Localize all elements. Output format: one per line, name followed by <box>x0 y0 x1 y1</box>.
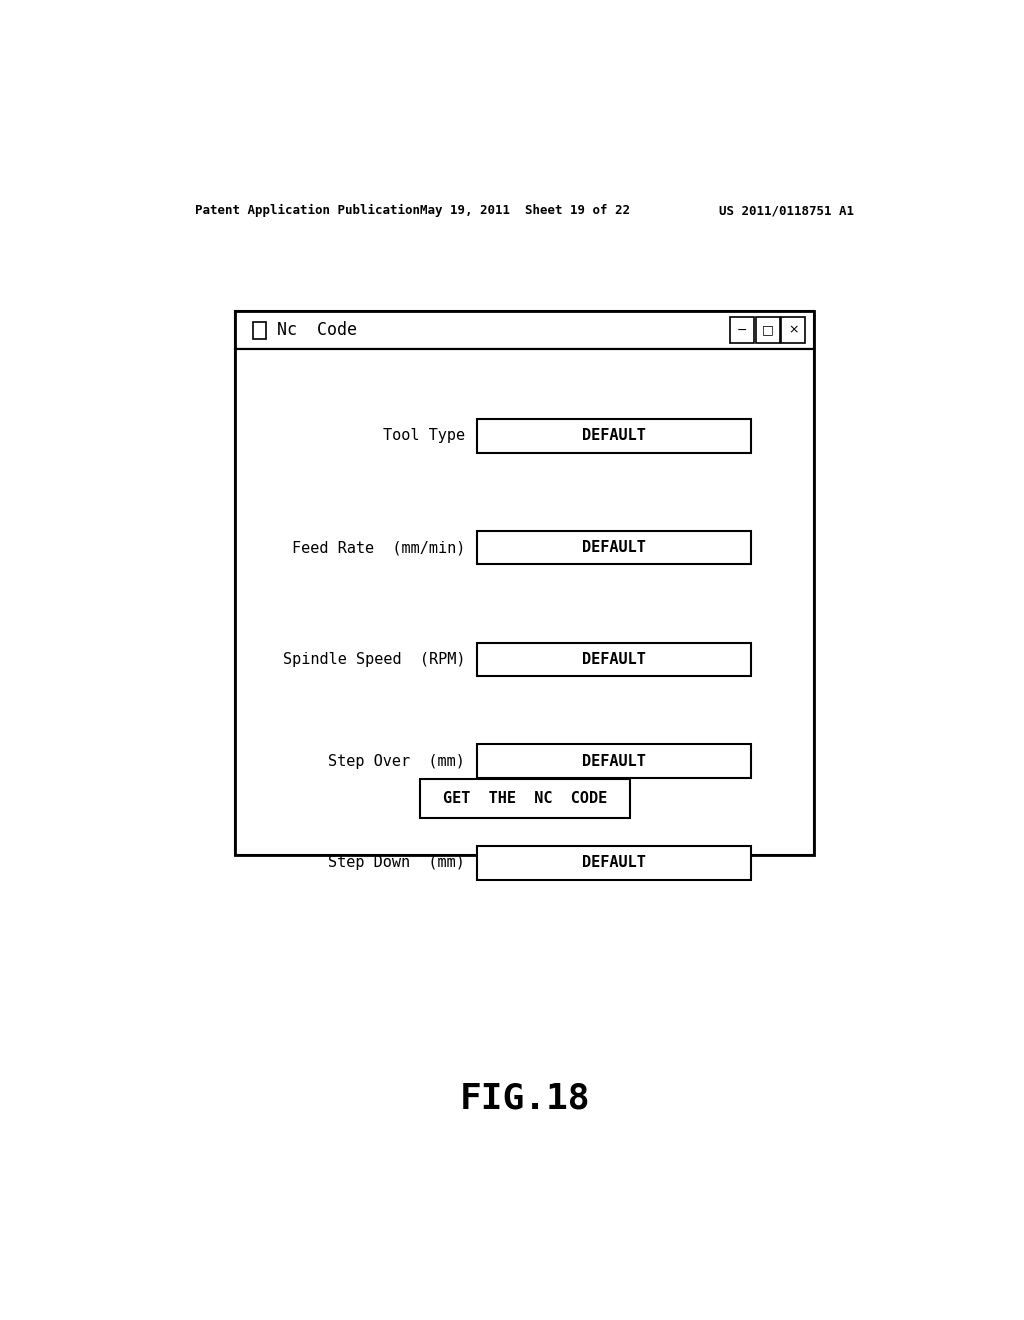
Text: −: − <box>737 323 748 337</box>
Text: GET  THE  NC  CODE: GET THE NC CODE <box>442 791 607 807</box>
Bar <box>756 317 779 343</box>
Bar <box>420 779 630 818</box>
Bar <box>477 531 751 565</box>
Bar <box>477 643 751 676</box>
Text: Step Down  (mm): Step Down (mm) <box>329 855 465 870</box>
Bar <box>477 846 751 879</box>
Text: ×: × <box>787 323 799 337</box>
Bar <box>236 310 814 854</box>
Bar <box>781 317 805 343</box>
Text: May 19, 2011  Sheet 19 of 22: May 19, 2011 Sheet 19 of 22 <box>420 205 630 216</box>
Bar <box>477 744 751 777</box>
Bar <box>253 322 266 339</box>
Text: US 2011/0118751 A1: US 2011/0118751 A1 <box>719 205 854 216</box>
Text: Spindle Speed  (RPM): Spindle Speed (RPM) <box>283 652 465 667</box>
Text: DEFAULT: DEFAULT <box>582 754 646 768</box>
Text: DEFAULT: DEFAULT <box>582 855 646 870</box>
Text: DEFAULT: DEFAULT <box>582 540 646 556</box>
Bar <box>236 312 814 350</box>
Text: Feed Rate  (mm/min): Feed Rate (mm/min) <box>292 540 465 556</box>
Bar <box>236 350 814 854</box>
Text: Step Over  (mm): Step Over (mm) <box>329 754 465 768</box>
Bar <box>477 420 751 453</box>
Text: Tool Type: Tool Type <box>383 429 465 444</box>
Text: FIG.18: FIG.18 <box>460 1081 590 1115</box>
Bar <box>730 317 754 343</box>
Text: Patent Application Publication: Patent Application Publication <box>196 205 421 218</box>
Text: DEFAULT: DEFAULT <box>582 652 646 667</box>
Text: □: □ <box>762 323 773 337</box>
Text: Nc  Code: Nc Code <box>278 321 357 339</box>
Text: DEFAULT: DEFAULT <box>582 429 646 444</box>
